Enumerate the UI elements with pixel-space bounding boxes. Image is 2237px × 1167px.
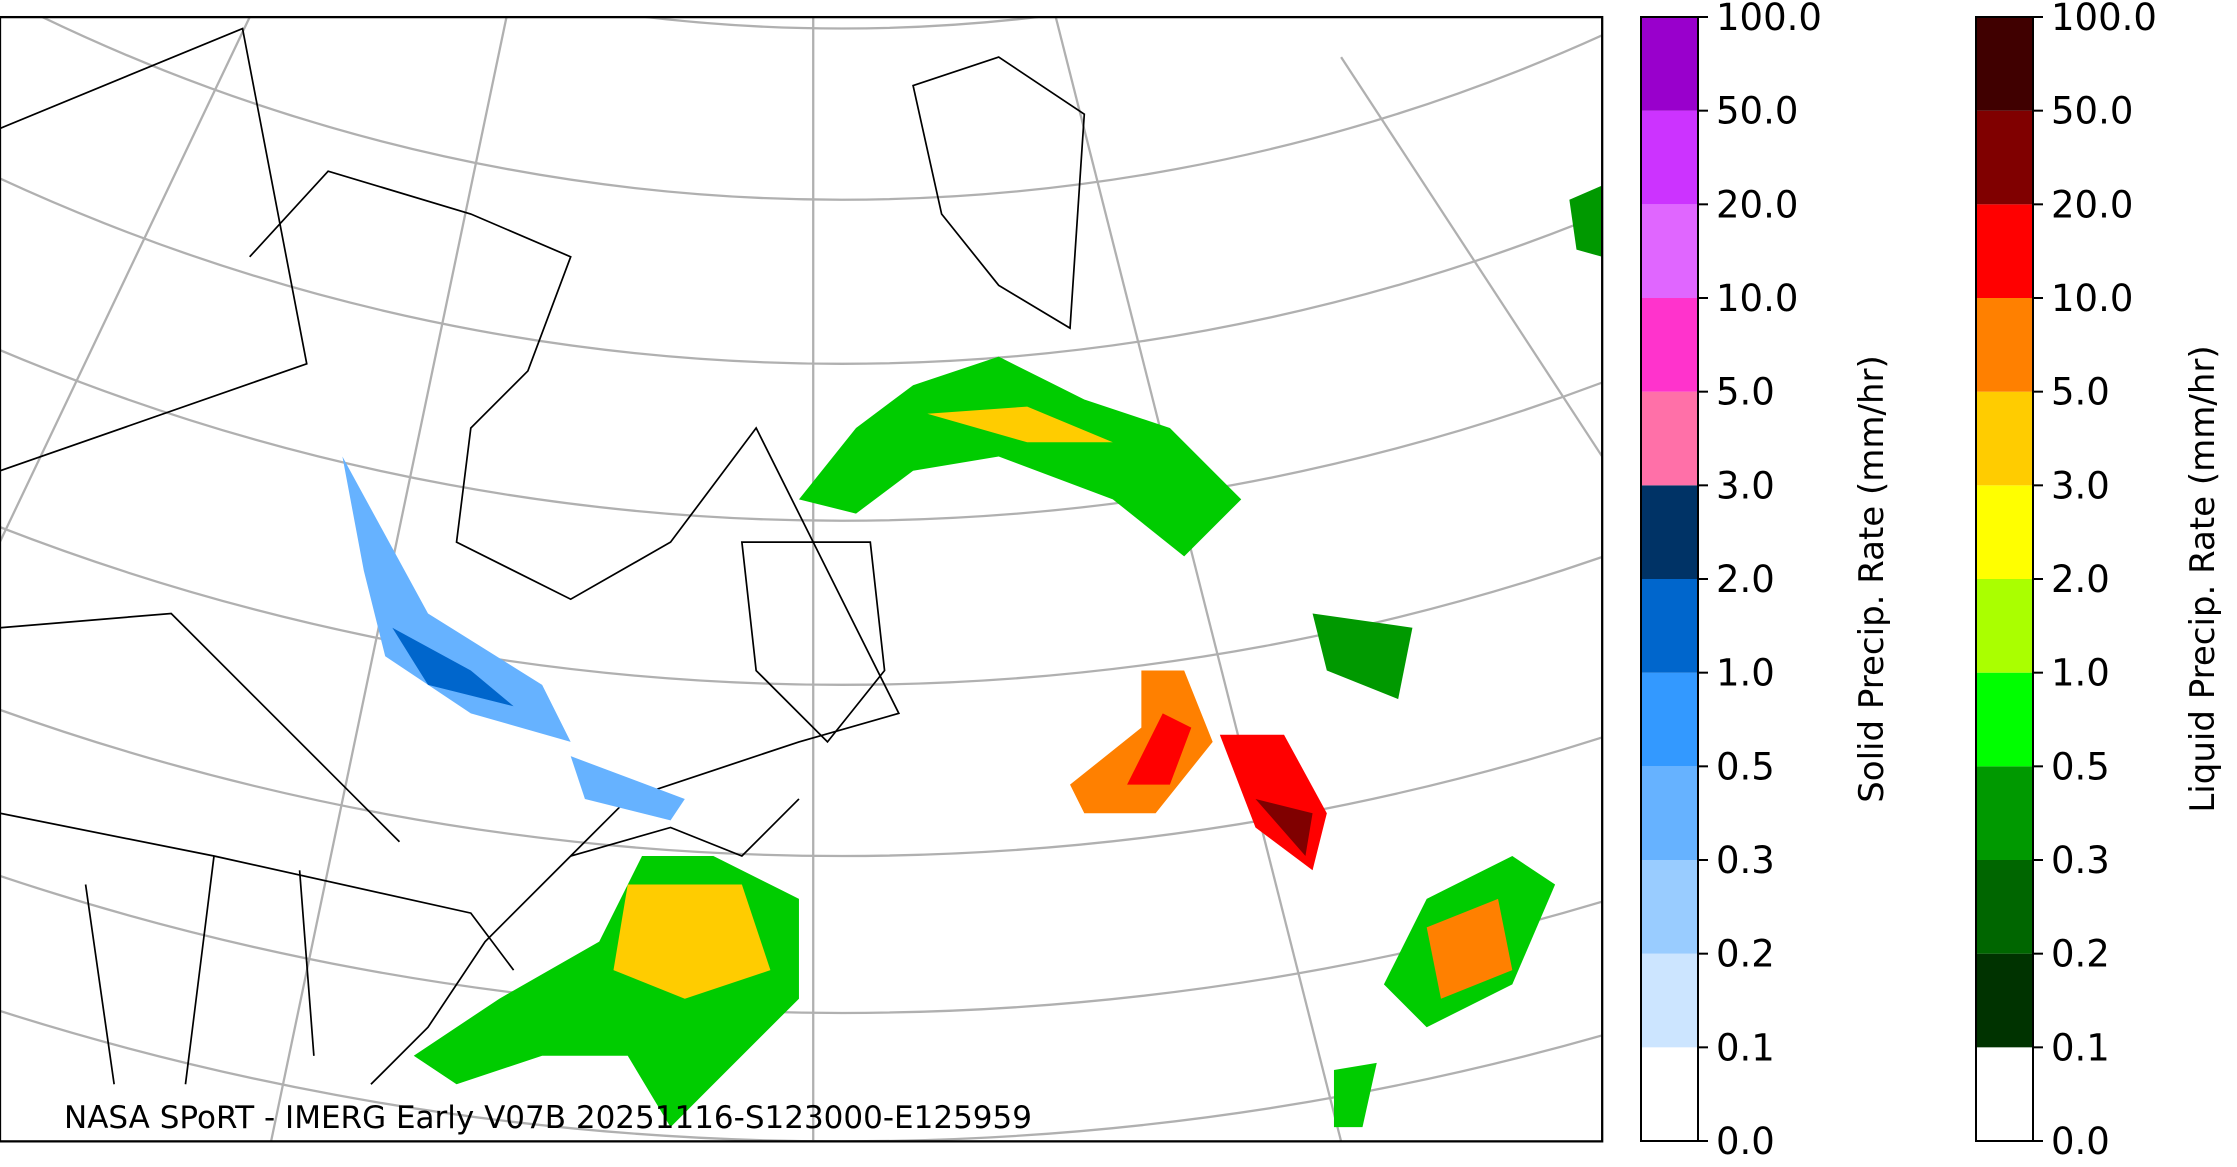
map-frame — [0, 15, 1604, 1143]
colorbar-tick-label: 0.5 — [1716, 745, 1775, 788]
colorbar-tick-label: 50.0 — [2051, 90, 2133, 133]
colorbar-segment — [1976, 17, 2033, 111]
colorbar-label: Solid Precip. Rate (mm/hr) — [1852, 355, 1892, 803]
colorbar-segment — [1976, 766, 2033, 860]
colorbar-segment — [1641, 391, 1698, 486]
colorbar-segment — [1976, 110, 2033, 205]
colorbar-tick-label: 100.0 — [1716, 0, 1822, 39]
colorbar-segment — [1641, 766, 1698, 860]
colorbar-segment — [1976, 579, 2033, 673]
colorbar-tick-label: 0.1 — [1716, 1026, 1775, 1069]
colorbar-segment — [1641, 953, 1698, 1048]
colorbar-tick-label: 20.0 — [1716, 183, 1798, 226]
colorbar-segment — [1976, 204, 2033, 298]
graticule — [0, 17, 1603, 1142]
colorbar-tick-label: 10.0 — [2051, 277, 2133, 320]
coastlines — [0, 27, 1086, 1085]
credit: NASA SPoRT - IMERG Early V07B 20251116-S… — [64, 1100, 1032, 1136]
colorbar-tick-label: 0.0 — [1716, 1120, 1775, 1163]
map — [0, 15, 1604, 1143]
colorbar-segment — [1976, 298, 2033, 392]
colorbar-segment — [1976, 953, 2033, 1048]
colorbar-segment — [1641, 204, 1698, 298]
colorbar-tick-label: 100.0 — [2051, 0, 2157, 39]
colorbar-segment — [1641, 485, 1698, 579]
colorbar-tick-label: 1.0 — [2051, 652, 2110, 695]
colorbar-tick-label: 0.5 — [2051, 745, 2110, 788]
colorbar-tick-label: 50.0 — [1716, 90, 1798, 133]
colorbar-segment — [1641, 17, 1698, 111]
colorbar-label: Liquid Precip. Rate (mm/hr) — [2183, 345, 2223, 812]
colorbar-segment — [1641, 860, 1698, 954]
colorbar-tick-label: 0.3 — [2051, 839, 2110, 882]
colorbar-tick-label: 10.0 — [1716, 277, 1798, 320]
colorbar-tick-label: 2.0 — [2051, 558, 2110, 601]
colorbar-segment — [1641, 110, 1698, 205]
colorbar-tick-label: 5.0 — [2051, 371, 2110, 414]
colorbar-tick-label: 2.0 — [1716, 558, 1775, 601]
colorbar-segment — [1641, 579, 1698, 673]
colorbar-segment — [1976, 391, 2033, 486]
colorbar-segment — [1976, 485, 2033, 579]
colorbar-segment — [1641, 672, 1698, 767]
precipitation — [342, 185, 1603, 1128]
colorbar-tick-label: 0.2 — [1716, 933, 1775, 976]
colorbar-tick-label: 0.0 — [2051, 1120, 2110, 1163]
colorbar-segment — [1976, 1047, 2033, 1141]
colorbar-segment — [1976, 672, 2033, 767]
colorbar-tick-label: 0.2 — [2051, 933, 2110, 976]
colorbar-segment — [1641, 1047, 1698, 1141]
colorbar-segment — [1976, 860, 2033, 954]
colorbar-tick-label: 1.0 — [1716, 652, 1775, 695]
colorbar-tick-label: 0.3 — [1716, 839, 1775, 882]
colorbar-tick-label: 0.1 — [2051, 1026, 2110, 1069]
colorbar-tick-label: 3.0 — [2051, 464, 2110, 507]
colorbar-tick-label: 5.0 — [1716, 371, 1775, 414]
colorbar-segment — [1641, 298, 1698, 392]
colorbar-tick-label: 3.0 — [1716, 464, 1775, 507]
colorbar-tick-label: 20.0 — [2051, 183, 2133, 226]
